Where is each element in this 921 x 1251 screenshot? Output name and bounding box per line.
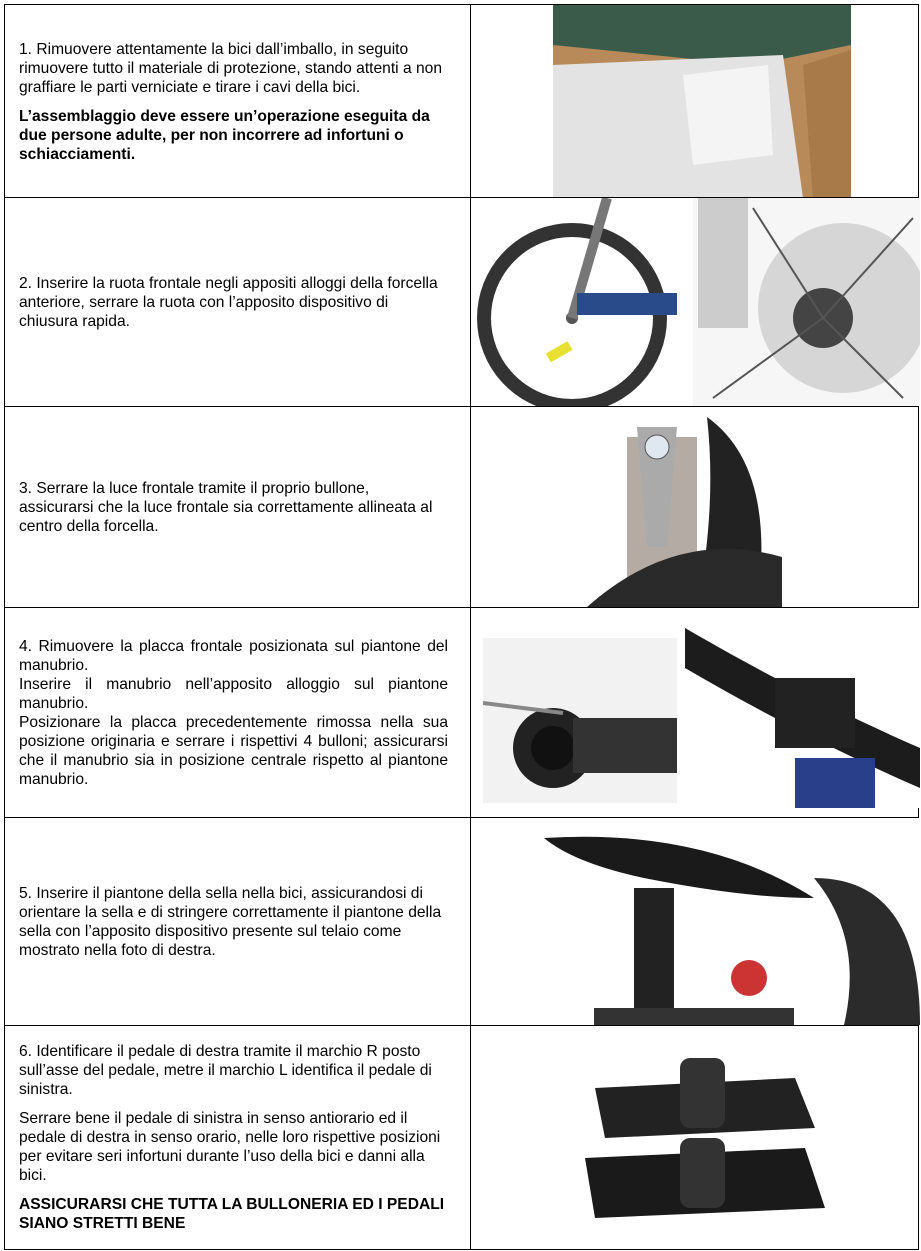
- instruction-table: 1. Rimuovere attentamente la bici dall’i…: [4, 4, 920, 1250]
- photo-seat: [484, 818, 920, 1025]
- paragraph: Posizionare la placca precedentemente ri…: [19, 714, 448, 788]
- warning: L’assemblaggio deve essere un’operazione…: [19, 107, 430, 163]
- paragraph: Inserire il manubrio nell’apposito allog…: [19, 676, 448, 712]
- paragraph: Serrare bene il pedale di sinistra in se…: [19, 1110, 441, 1184]
- paragraph: 3. Serrare la luce frontale tramite il p…: [19, 480, 433, 535]
- step-row: 2. Inserire la ruota frontale negli appo…: [4, 197, 920, 407]
- step-row: 3. Serrare la luce frontale tramite il p…: [4, 406, 919, 608]
- warning: ASSICURARSI CHE TUTTA LA BULLONERIA ED I…: [19, 1196, 445, 1232]
- paragraph: 6. Identificare il pedale di destra tram…: [19, 1043, 432, 1098]
- step-row: 5. Inserire il piantone della sella nell…: [4, 817, 920, 1026]
- photo-light: [477, 407, 782, 607]
- paragraph: 2. Inserire la ruota frontale negli appo…: [19, 275, 438, 330]
- photo-handlebar: [685, 608, 920, 808]
- paragraph: 5. Inserire il piantone della sella nell…: [19, 885, 442, 959]
- step-row: 6. Identificare il pedale di destra tram…: [4, 1025, 919, 1250]
- step-row: 4. Rimuovere la placca frontale posizion…: [4, 607, 920, 818]
- step-text: 6. Identificare il pedale di destra tram…: [5, 1026, 471, 1249]
- step-text: 1. Rimuovere attentamente la bici dall’i…: [5, 5, 471, 198]
- photo-hub: [693, 198, 920, 406]
- photo-pedals: [565, 1038, 843, 1238]
- step-text: 5. Inserire il piantone della sella nell…: [5, 818, 471, 1026]
- photo-wheel: [477, 198, 687, 406]
- photo-stem: [483, 638, 677, 803]
- step-text: 2. Inserire la ruota frontale negli appo…: [5, 198, 471, 407]
- paragraph: 4. Rimuovere la placca frontale posizion…: [19, 638, 448, 674]
- step-text: 3. Serrare la luce frontale tramite il p…: [5, 407, 471, 608]
- step-text: 4. Rimuovere la placca frontale posizion…: [5, 608, 471, 818]
- photo-box: [553, 5, 851, 198]
- paragraph: 1. Rimuovere attentamente la bici dall’i…: [19, 40, 443, 96]
- step-row: 1. Rimuovere attentamente la bici dall’i…: [4, 4, 919, 198]
